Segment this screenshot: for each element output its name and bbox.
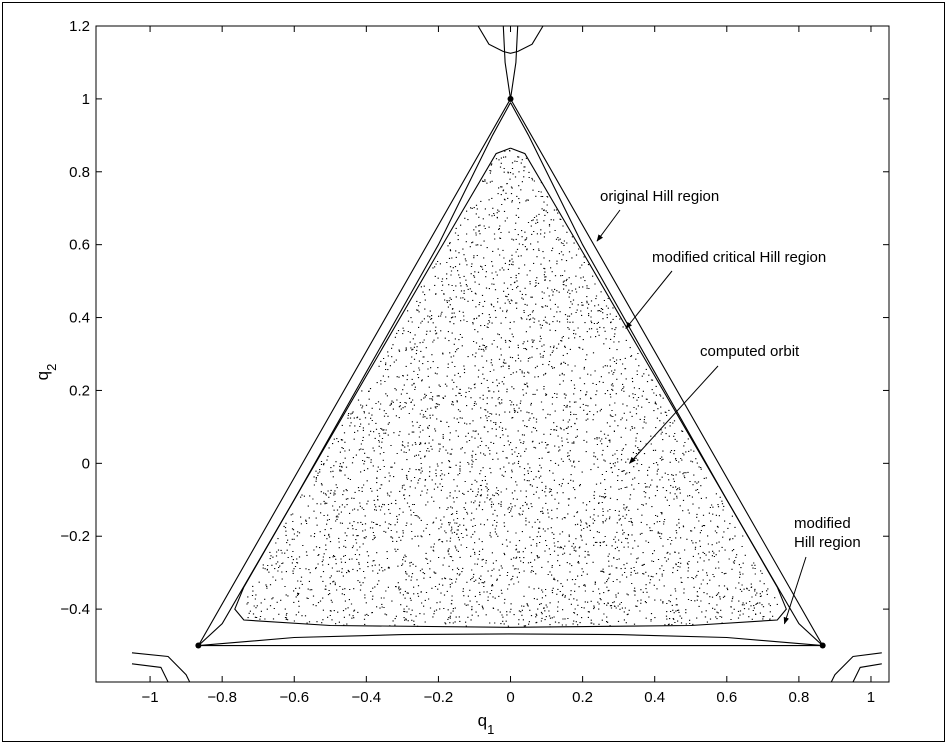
x-tick-label: 0.2 [572,689,593,706]
y-tick-label: 0.2 [69,382,90,399]
y-tick-label: −0.2 [60,528,90,545]
annotation-label: Hill region [794,534,861,551]
x-tick-label: 0.8 [788,689,809,706]
x-tick-label: 0 [506,689,514,706]
curve-0 [197,98,824,647]
vertices [195,95,826,649]
curve-3 [477,25,544,54]
x-tick-label: −0.2 [424,689,454,706]
y-tick-label: 0.8 [69,164,90,181]
y-tick-label: 0 [82,455,90,472]
curve-2 [234,147,787,628]
vertex-point [819,642,826,649]
annotation-arrow [625,270,673,330]
annotation-label: modified [794,515,851,532]
y-tick-label: 1 [82,91,90,108]
annotation-label: computed orbit [700,343,800,360]
x-tick-label: 0.4 [644,689,665,706]
x-tick-label: −0.6 [279,689,309,706]
vertex-point [195,642,202,649]
y-tick-label: 0.6 [69,237,90,254]
annotations: original Hill region modified critical Hi… [596,188,861,625]
x-tick-label: −1 [142,689,159,706]
curve-1 [196,102,825,647]
x-tick-label: −0.8 [207,689,237,706]
annotation-arrow [783,556,807,625]
annotation-label: modified critical Hill region [652,249,826,266]
x-axis-label: q1 [478,711,495,737]
annotation-arrow [596,209,621,242]
curve-5 [131,652,191,683]
curve-6 [131,663,169,683]
y-axis-label: q2 [33,364,59,381]
x-tick-label: 0.6 [716,689,737,706]
plot-area [95,25,890,683]
curves [131,25,882,683]
axes [95,25,890,683]
vertex-point [507,95,514,102]
annotation-arrow [629,365,719,464]
x-ticks: −1 −0.8 −0.6 −0.4 −0.2 0 0.2 0.4 0.6 0.8 1 [142,26,875,706]
y-tick-label: 0.4 [69,310,90,327]
y-ticks: −0.4 −0.2 0 0.2 0.4 0.6 0.8 1 1.2 [60,18,889,618]
orbit-dots [246,150,778,628]
computed-orbit-points [246,150,778,628]
annotation-label: original Hill region [600,188,719,205]
x-tick-label: −0.4 [352,689,382,706]
y-tick-label: 1.2 [69,18,90,35]
curve-4 [502,25,519,99]
curve-8 [852,663,882,683]
x-tick-label: 1 [867,689,875,706]
curve-7 [830,652,882,683]
y-tick-label: −0.4 [60,601,90,618]
